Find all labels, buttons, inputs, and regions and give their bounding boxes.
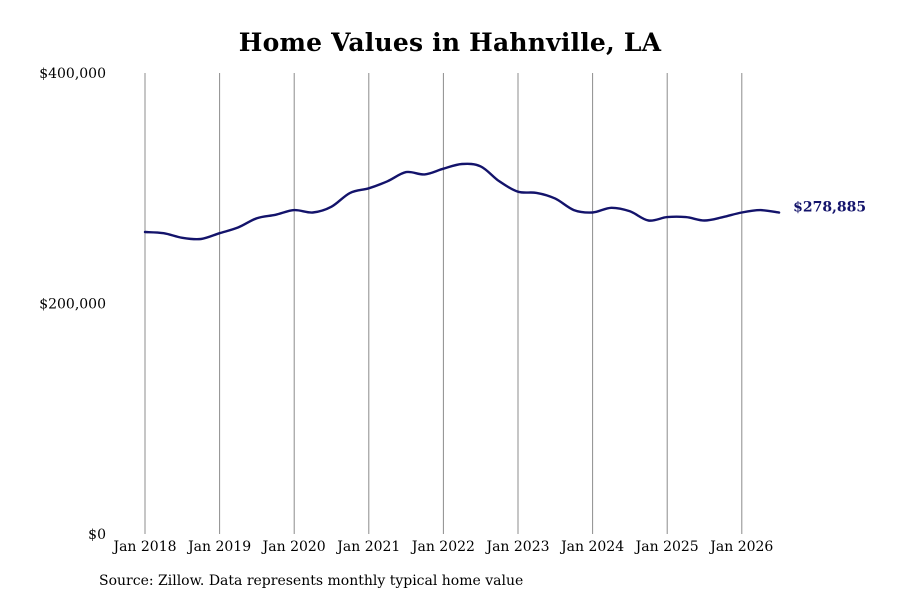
x-axis-ticks: Jan 2018 Jan 2019 Jan 2020 Jan 2021 Jan 2022… <box>111 539 773 555</box>
source-note: Source: Zillow. Data represents monthly … <box>99 573 524 589</box>
series-layer <box>143 162 781 241</box>
x-tick-label: Jan 2019 <box>186 539 251 555</box>
x-tick-label: Jan 2025 <box>634 539 699 555</box>
x-tick-label: Jan 2018 <box>111 539 176 555</box>
data-labels: $278,885 <box>793 200 866 216</box>
y-axis-ticks: $0 $200,000 $400,000 <box>39 66 106 543</box>
x-tick-label: Jan 2021 <box>335 539 400 555</box>
gridlines <box>144 73 743 534</box>
end-value-label: $278,885 <box>793 200 866 216</box>
y-tick-label: $400,000 <box>39 66 106 82</box>
series-line <box>143 162 781 241</box>
x-tick-label: Jan 2023 <box>484 539 549 555</box>
chart-title: Home Values in Hahnville, LA <box>238 28 662 57</box>
x-tick-label: Jan 2026 <box>708 539 773 555</box>
y-tick-label: $0 <box>88 527 106 543</box>
x-tick-label: Jan 2020 <box>261 539 326 555</box>
x-tick-label: Jan 2024 <box>559 539 624 555</box>
x-tick-label: Jan 2022 <box>410 539 475 555</box>
y-tick-label: $200,000 <box>39 297 106 313</box>
